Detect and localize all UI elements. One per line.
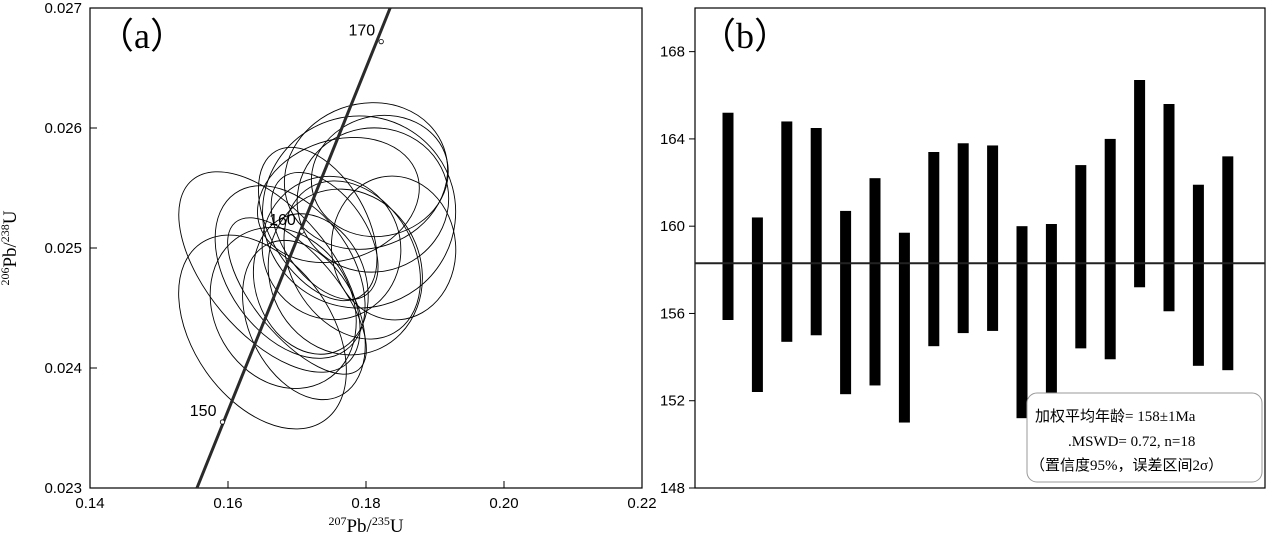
concordia-line [195, 8, 392, 488]
weighted-mean-y-tick-label: 152 [660, 393, 685, 410]
weighted-mean-y-axis: 148 152 156 160 164 168 [660, 44, 695, 497]
age-error-bar [1075, 165, 1087, 349]
concordia-y-tick-label: 0.023 [44, 480, 82, 497]
concordia-x-tick-label: 0.14 [75, 495, 104, 512]
concordia-y-tick-label: 0.024 [44, 360, 82, 377]
y-axis-title-mass-206: 206 [0, 268, 12, 286]
weighted-mean-panel: 148 152 156 160 164 168 （b） 加权平均年龄= 158±1Ma .… [660, 7, 1266, 497]
weighted-mean-y-tick-label: 164 [660, 131, 685, 148]
age-error-bar [957, 143, 969, 334]
concordia-age-label: 160 [269, 212, 296, 229]
error-ellipse [209, 227, 357, 389]
age-error-bar [781, 121, 793, 342]
panel-label-a: （a） [98, 16, 186, 56]
panel-label-b: （b） [700, 16, 790, 56]
y-axis-title: 206Pb/238U [0, 210, 21, 285]
concordia-age-marker [378, 38, 384, 45]
age-error-bar [840, 210, 852, 395]
x-axis-title-u: U [390, 516, 404, 537]
error-ellipse [178, 171, 361, 373]
concordia-y-tick-label: 0.025 [44, 240, 82, 257]
x-axis-title-mass-207: 207 [328, 514, 346, 528]
error-ellipse [214, 185, 366, 359]
weighted-mean-y-tick-label: 160 [660, 218, 685, 235]
weighted-mean-plot-frame [694, 7, 1266, 489]
result-legend-box [1026, 392, 1263, 483]
concordia-age-marker [219, 419, 226, 425]
concordia-x-tick-label: 0.16 [213, 495, 242, 512]
legend-confidence: （置信度95%，误差区间2σ） [1030, 457, 1223, 474]
error-ellipse [283, 102, 449, 250]
y-axis-title-pb: Pb/ [0, 241, 21, 267]
concordia-age-label: 150 [190, 403, 217, 420]
concordia-plot-frame [89, 7, 643, 489]
y-axis-title-mass-238: 238 [0, 224, 12, 242]
weighted-mean-y-tick-label: 168 [660, 44, 685, 61]
concordia-x-axis: 0.14 0.16 0.18 0.20 0.22 [75, 481, 657, 512]
error-ellipse [296, 127, 450, 273]
x-axis-title-pb: Pb/ [346, 516, 372, 537]
age-error-bar [987, 145, 999, 331]
age-error-bar [928, 152, 940, 347]
weighted-mean-y-tick-label: 156 [660, 305, 685, 322]
x-axis-title: 207Pb/235U [328, 514, 403, 537]
error-ellipse [330, 175, 457, 321]
concordia-x-tick-label: 0.18 [351, 495, 380, 512]
error-ellipse [227, 217, 367, 375]
age-error-bar [722, 112, 734, 321]
age-error-bar [1134, 80, 1146, 288]
error-ellipse [178, 234, 347, 430]
concordia-x-tick-label: 0.20 [489, 495, 518, 512]
age-error-bar [810, 128, 822, 336]
concordia-y-tick-label: 0.027 [44, 0, 82, 17]
concordia-age-label: 170 [348, 23, 375, 40]
error-ellipse [283, 180, 421, 340]
age-error-bar [1163, 104, 1175, 312]
x-axis-title-mass-235: 235 [372, 514, 390, 528]
age-error-bar [751, 217, 763, 392]
concordia-x-tick-label: 0.22 [627, 495, 656, 512]
concordia-curve [195, 8, 392, 488]
error-ellipse [270, 171, 379, 301]
concordia-age-labels: 150 160 170 [190, 23, 384, 425]
age-error-bar [1016, 226, 1028, 419]
age-error-bars [722, 80, 1234, 423]
legend-weighted-mean: 加权平均年龄= 158±1Ma [1035, 408, 1196, 425]
age-error-bar [898, 232, 910, 423]
concordia-y-tick-label: 0.026 [44, 120, 82, 137]
weighted-mean-y-tick-label: 148 [660, 480, 685, 497]
concordia-age-marker [299, 228, 305, 234]
age-error-bar [869, 178, 881, 386]
error-ellipse [310, 114, 449, 238]
error-ellipse [252, 213, 369, 355]
age-error-bar [1104, 138, 1116, 360]
age-error-bar [1045, 224, 1057, 410]
result-legend: 加权平均年龄= 158±1Ma .MSWD= 0.72, n=18 （置信度95… [1026, 392, 1263, 483]
age-error-bar [1192, 184, 1204, 366]
error-ellipse [257, 137, 420, 263]
concordia-y-axis: 0.023 0.024 0.025 0.026 0.027 [44, 0, 97, 497]
y-axis-title-u: U [0, 210, 21, 224]
legend-mswd: .MSWD= 0.72, n=18 [1068, 434, 1195, 450]
